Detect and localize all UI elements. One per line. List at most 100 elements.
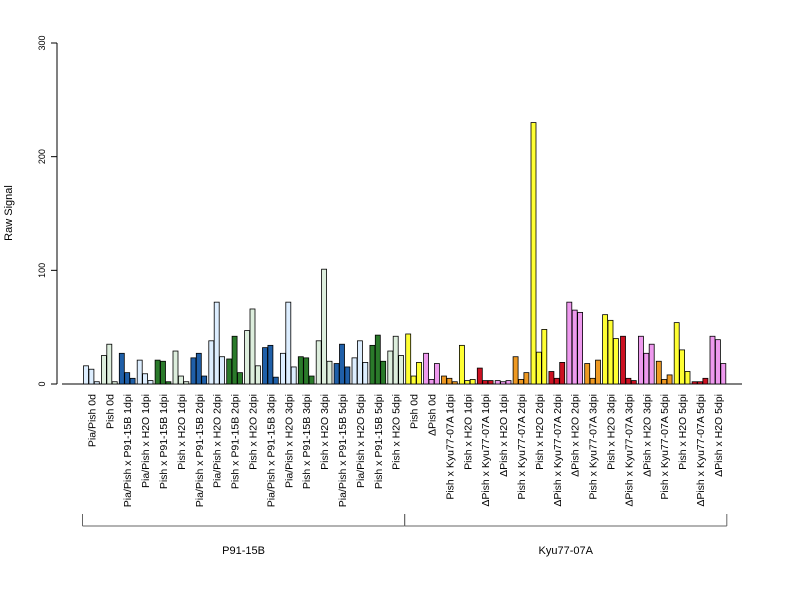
- bar: [195, 352, 202, 385]
- bar: [643, 352, 650, 385]
- bar: [691, 381, 698, 385]
- bar: [177, 375, 184, 385]
- bar: [584, 363, 591, 385]
- bar: [106, 343, 113, 385]
- bar: [285, 301, 292, 385]
- category-label: Pia/Pish 0d: [86, 394, 98, 447]
- category-label: Pish x H2O 3dpi: [606, 394, 618, 470]
- category-label: Pish x Kyu77-07A 5dpi: [659, 394, 671, 500]
- group-label: Kyu77-07A: [539, 545, 594, 557]
- category-label: Pia/Pish x P91-15B 2dpi: [194, 394, 206, 507]
- bar: [83, 365, 89, 385]
- category-label: Pish x H2O 5dpi: [391, 394, 403, 470]
- bar: [380, 360, 387, 385]
- bar: [208, 340, 215, 385]
- bar: [482, 380, 489, 385]
- bar: [661, 379, 668, 385]
- bar: [577, 311, 583, 385]
- bar: [333, 363, 340, 385]
- bar: [559, 362, 566, 385]
- bar: [720, 363, 727, 385]
- bar: [387, 350, 394, 385]
- bar: [702, 377, 709, 385]
- bar: [362, 362, 369, 385]
- bar: [88, 368, 95, 385]
- bar: [487, 380, 494, 385]
- bar: [523, 372, 530, 385]
- bar: [249, 308, 256, 385]
- bar: [351, 357, 358, 385]
- bar: [715, 339, 721, 385]
- bar: [630, 380, 637, 385]
- bar: [231, 335, 238, 385]
- bar: [339, 343, 345, 385]
- bar: [512, 356, 519, 385]
- bar: [469, 379, 476, 385]
- bar: [613, 338, 619, 385]
- bar: [428, 379, 435, 385]
- bar: [244, 330, 251, 385]
- category-label: Pia/Pish x H2O 1dpi: [140, 394, 152, 488]
- category-label: Pish 0d: [104, 394, 116, 429]
- y-tick-label: 300: [37, 35, 47, 50]
- bar: [201, 375, 208, 385]
- bar: [154, 359, 161, 385]
- bar: [423, 352, 430, 385]
- bar: [279, 352, 286, 385]
- bar: [297, 356, 304, 385]
- bar: [589, 377, 596, 385]
- bar: [101, 355, 107, 385]
- bar: [530, 122, 537, 385]
- bar: [398, 355, 405, 385]
- category-label: ΔPish x Kyu77-07A 3dpi: [623, 394, 635, 507]
- category-label: Pish x Kyu77-07A 3dpi: [588, 394, 600, 500]
- category-label: Pia/Pish x P91-15B 3dpi: [265, 394, 277, 507]
- category-label: Pish x H2O 1dpi: [462, 394, 474, 470]
- bar: [183, 381, 190, 385]
- bar: [344, 366, 351, 385]
- category-label: Pish x P91-15B 1dpi: [158, 394, 170, 489]
- category-label: ΔPish 0d: [427, 394, 439, 436]
- bar: [709, 335, 716, 385]
- bar: [500, 381, 507, 385]
- bar: [369, 344, 376, 385]
- bar: [315, 340, 322, 385]
- bars: [83, 122, 727, 385]
- bar: [147, 380, 154, 385]
- category-label: Pish x H2O 1dpi: [176, 394, 188, 470]
- bar: [374, 334, 381, 385]
- bar: [190, 357, 197, 385]
- category-label: Pish x P91-15B 3dpi: [301, 394, 313, 489]
- bar: [410, 375, 417, 385]
- category-label: ΔPish x H2O 3dpi: [641, 394, 653, 477]
- category-label: ΔPish x H2O 1dpi: [498, 394, 510, 477]
- bar: [226, 358, 233, 385]
- bar: [595, 359, 601, 385]
- bar: [303, 357, 310, 385]
- y-tick-label: 100: [37, 263, 47, 278]
- category-label: ΔPish x Kyu77-07A 5dpi: [695, 394, 707, 507]
- bar: [697, 381, 703, 385]
- category-labels: Pia/Pish 0d Pish 0d Pia/Pish x P91-15B 1dp…: [86, 394, 725, 507]
- bar: [172, 350, 179, 385]
- group-brackets: P91-15B Kyu77-07A: [82, 514, 728, 557]
- category-label: Pia/Pish x H2O 5dpi: [355, 394, 367, 488]
- bar: [620, 335, 626, 385]
- bar: [571, 309, 578, 385]
- bar: [219, 356, 226, 385]
- bar: [321, 268, 328, 385]
- category-label: ΔPish x H2O 2dpi: [570, 394, 582, 477]
- bar: [433, 363, 440, 385]
- bar: [254, 365, 261, 385]
- bar: [607, 319, 614, 385]
- bar: [566, 301, 573, 385]
- bar: [142, 373, 149, 385]
- bar: [602, 314, 608, 385]
- category-label: ΔPish x H2O 5dpi: [713, 394, 725, 477]
- bar: [458, 344, 465, 385]
- bar: [666, 374, 673, 385]
- bar: [272, 376, 279, 385]
- bar: [129, 377, 136, 385]
- bar: [326, 360, 333, 385]
